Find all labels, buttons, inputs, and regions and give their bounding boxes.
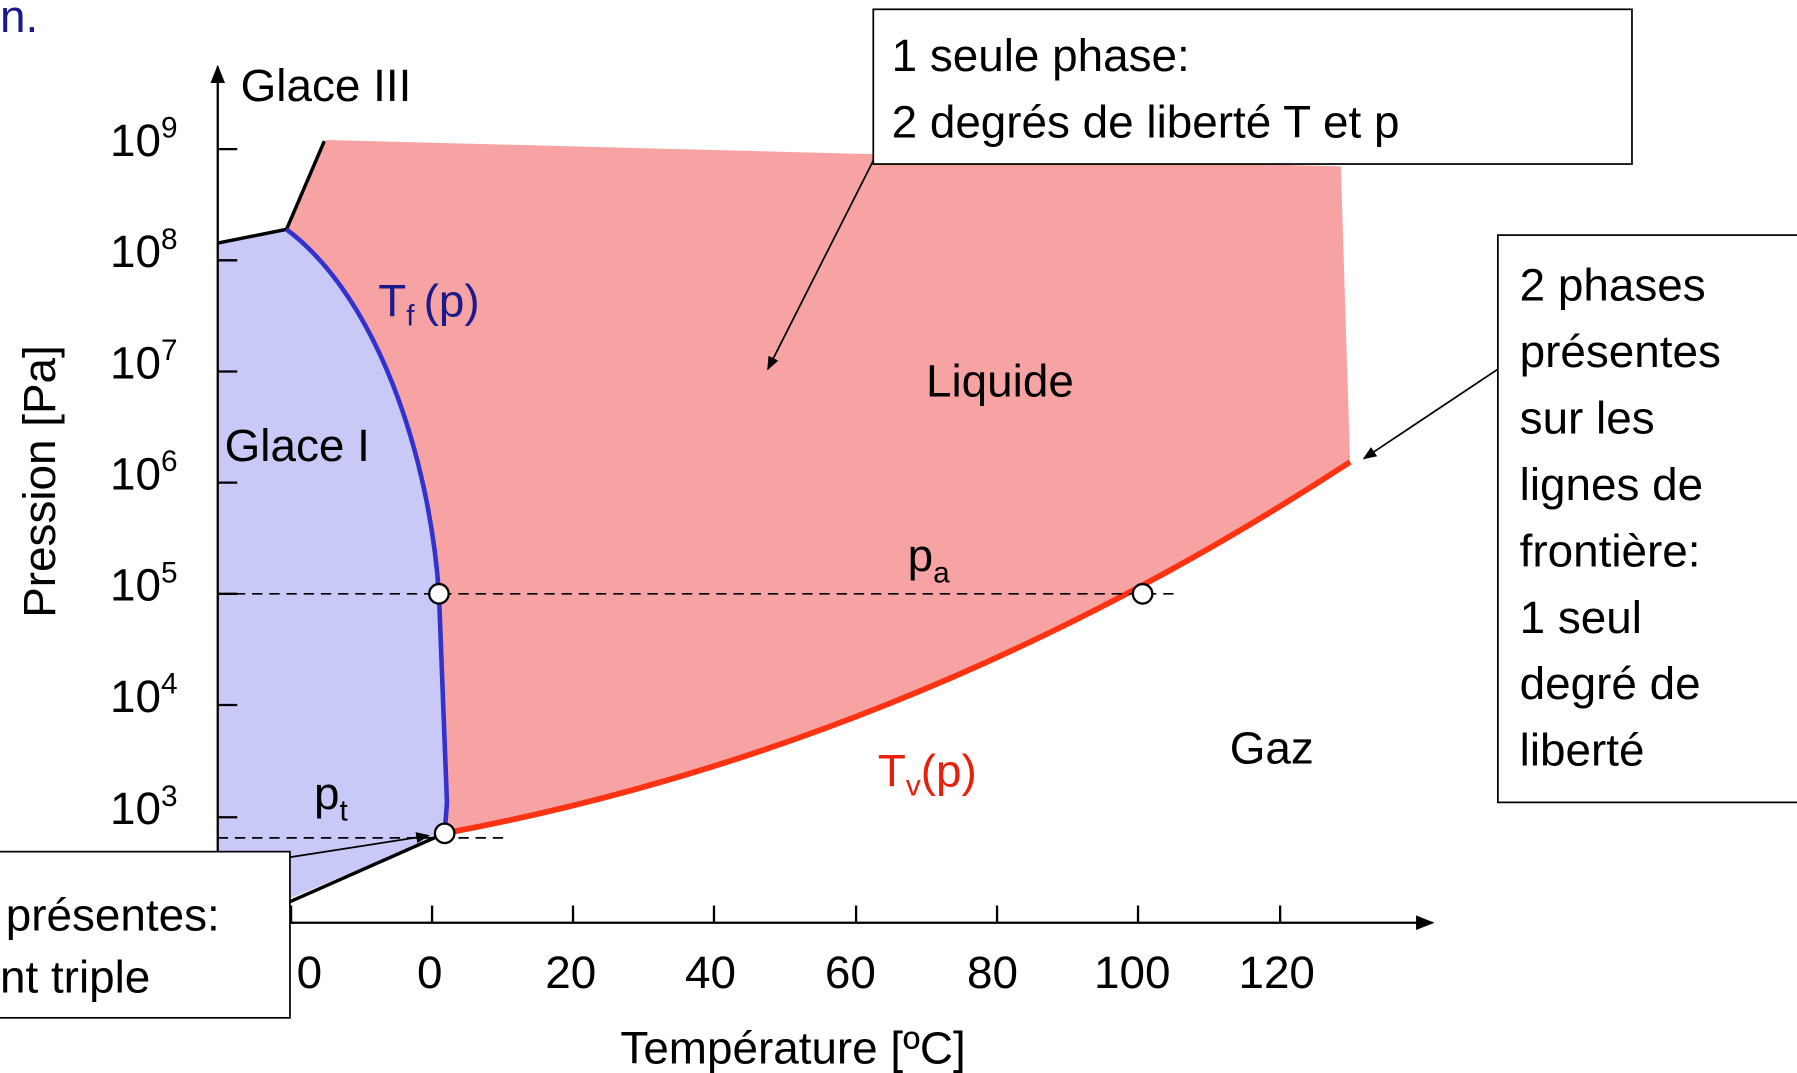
liquid-region (286, 139, 1351, 834)
x-tick-label: 60 (825, 947, 876, 998)
x-ticks (289, 905, 1282, 923)
y-tick-label: 107 (110, 334, 178, 388)
tick-exponent: 4 (161, 668, 178, 701)
callout-box (0, 850, 291, 1019)
x-tick-labels: 0 0 20 40 60 80 100 120 (297, 947, 1315, 998)
y-tick-label: 103 (110, 780, 178, 834)
tick-exponent: 6 (161, 445, 178, 478)
vaporisation-line (444, 459, 1352, 837)
tick-base: 10 (110, 115, 161, 166)
region-label: Gaz (1230, 722, 1314, 773)
callout-text: liberté (1520, 725, 1645, 776)
x-tick-label: 40 (685, 947, 736, 998)
callout-text: 2 degrés de liberté T et p (892, 97, 1400, 148)
vaporisation-label: Tv(p) (878, 745, 977, 802)
x-tick-label: 80 (967, 947, 1018, 998)
x-tick-label: 0 (297, 947, 323, 998)
y-tick-label: 108 (110, 223, 178, 277)
pt-label: pt (314, 768, 349, 827)
region-label: Liquide (926, 356, 1074, 407)
x-tick-label: 20 (545, 947, 596, 998)
symbol: p (908, 530, 934, 581)
header-fragment: n. (0, 0, 38, 42)
tick-base: 10 (110, 671, 161, 722)
argument: (p) (424, 275, 480, 326)
y-tick-label: 104 (110, 668, 178, 722)
callout-text: lignes de (1520, 459, 1703, 510)
callout-text: sur les (1520, 392, 1655, 443)
callout-text: 2 phases (1520, 259, 1706, 310)
region-label: Glace I (225, 420, 370, 471)
symbol: T (378, 275, 406, 326)
subscript: t (340, 795, 349, 828)
callout-box (1497, 234, 1797, 804)
callout-text: degré de (1520, 658, 1701, 709)
subscript: v (906, 770, 921, 803)
y-tick-label: 109 (110, 112, 178, 166)
y-tick-label: 106 (110, 445, 178, 499)
tick-exponent: 9 (161, 112, 178, 145)
y-tick-label: 105 (110, 556, 178, 610)
callout-arrow (767, 160, 875, 371)
triple-point (433, 822, 456, 845)
sublimation-line (285, 831, 446, 905)
fusion-line (285, 227, 450, 834)
tick-exponent: 8 (161, 223, 178, 256)
argument: (p) (921, 745, 977, 796)
callout-text: 1 seule phase: (892, 30, 1190, 81)
symbol: p (314, 768, 340, 819)
x-tick-label: 100 (1094, 947, 1170, 998)
tick-exponent: 3 (161, 780, 178, 813)
tick-base: 10 (110, 560, 161, 611)
symbol: T (878, 745, 906, 796)
pa-label: pa (908, 530, 951, 589)
fusion-label: Tf (p) (378, 275, 479, 332)
ice-region (217, 229, 447, 917)
tick-base: 10 (110, 783, 161, 834)
y-axis-label: Pression [Pa] (14, 345, 65, 618)
tick-exponent: 5 (161, 556, 178, 589)
tick-base: 10 (110, 226, 161, 277)
subscript: a (933, 556, 950, 589)
callout-text: frontière: (1520, 525, 1701, 576)
callout-lines: 2 phases présentes sur les lignes de frontiè… (1520, 259, 1721, 775)
point (428, 582, 450, 605)
callout-arrow (1362, 368, 1499, 460)
callout-text: présentes (1520, 326, 1721, 377)
tick-exponent: 7 (161, 334, 178, 367)
callout-text: nt triple (0, 952, 150, 1003)
y-ticks (217, 147, 238, 819)
callout-text: présentes: (6, 890, 220, 941)
tick-base: 10 (110, 337, 161, 388)
point (1131, 582, 1154, 605)
x-axis-label: Température [ºC] (620, 1023, 965, 1073)
subscript: f (406, 300, 415, 333)
callout-text: 1 seul (1520, 592, 1642, 643)
callout-box (872, 8, 1633, 165)
tick-base: 10 (110, 449, 161, 500)
callout-arrow (288, 832, 430, 859)
region-label: Glace III (241, 60, 412, 111)
x-tick-label: 120 (1238, 947, 1314, 998)
x-tick-label: 0 (417, 947, 443, 998)
